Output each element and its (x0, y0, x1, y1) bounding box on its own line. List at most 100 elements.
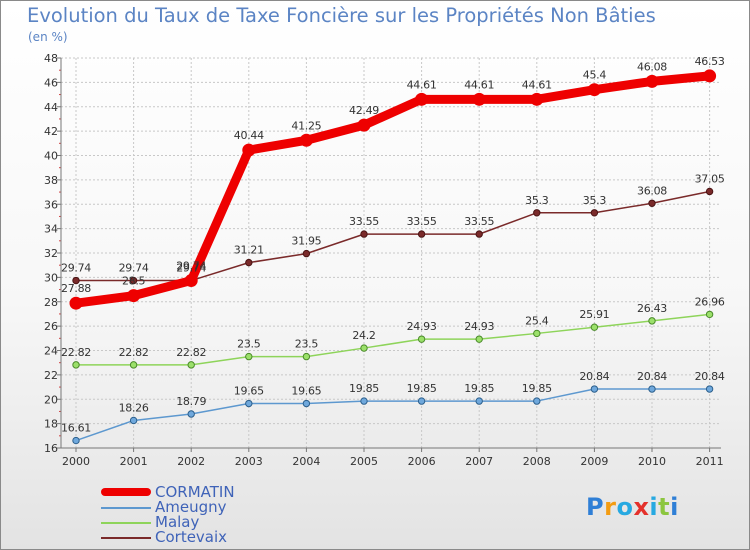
data-label-cormatin: 44.61 (522, 78, 552, 91)
y-tick-label: 16 (44, 442, 58, 455)
proxiti-logo: Proxiti (586, 493, 679, 521)
data-label-malay: 23.5 (237, 338, 261, 351)
data-label-cortevaix: 31.95 (291, 235, 321, 248)
data-point-cortevaix (245, 258, 253, 267)
data-point-cortevaix (302, 249, 311, 258)
data-label-cormatin: 44.61 (407, 78, 437, 91)
data-label-malay: 22.82 (61, 346, 91, 359)
y-tick-labels: 16 18 20 22 24 26 28 30 32 34 36 38 40 42 44 46 48 (44, 52, 58, 455)
data-label-cortevaix: 29.74 (119, 262, 149, 275)
data-point-malay (417, 335, 426, 343)
data-point-cortevaix (590, 209, 599, 217)
data-point-cormatin (357, 118, 371, 132)
data-label-malay: 26.43 (637, 302, 667, 315)
data-label-cormatin: 42.49 (349, 104, 379, 117)
data-label-cortevaix: 33.55 (407, 215, 437, 228)
data-point-malay (360, 344, 368, 352)
chart-title: Evolution du Taux de Taxe Foncière sur l… (27, 4, 656, 27)
logo-letter: r (604, 493, 617, 521)
data-label-malay: 24.93 (407, 320, 437, 333)
y-tick-label: 22 (44, 369, 58, 382)
data-point-cormatin (472, 92, 486, 106)
data-label-cortevaix: 37.05 (695, 172, 725, 185)
data-point-ameugny (705, 385, 714, 393)
x-tick-label: 2005 (350, 455, 378, 468)
legend-label-ameugny: Ameugny (155, 498, 227, 516)
x-tick-label: 2010 (638, 455, 666, 468)
data-label-ameugny: 19.85 (407, 382, 437, 395)
y-tick-label: 18 (44, 418, 58, 431)
x-tick-label: 2008 (523, 455, 551, 468)
data-point-ameugny (129, 416, 138, 425)
logo-letter: i (670, 493, 679, 521)
data-point-cortevaix (705, 187, 714, 196)
data-point-cormatin (127, 289, 141, 303)
data-label-malay: 26.96 (695, 295, 725, 308)
y-tick-label: 24 (44, 345, 58, 358)
data-label-malay: 23.5 (295, 338, 319, 351)
data-point-cormatin (184, 274, 198, 288)
data-label-cormatin: 44.61 (464, 78, 494, 91)
data-point-cortevaix (360, 230, 368, 238)
data-point-cortevaix (533, 209, 541, 217)
data-label-ameugny: 18.26 (119, 401, 149, 414)
data-point-malay (533, 329, 541, 338)
data-label-ameugny: 20.84 (579, 370, 609, 383)
data-point-cormatin (69, 296, 83, 310)
y-tick-label: 28 (44, 296, 58, 309)
y-tick-label: 20 (44, 393, 58, 406)
data-point-cortevaix (648, 199, 656, 207)
data-point-ameugny (533, 397, 541, 405)
data-label-malay: 22.82 (119, 346, 149, 359)
data-label-malay: 25.91 (579, 308, 609, 321)
y-tick-label: 38 (44, 174, 58, 187)
x-tick-label: 2001 (120, 455, 148, 468)
data-label-cortevaix: 35.3 (583, 194, 607, 207)
legend-swatch-ameugny (101, 507, 151, 509)
data-label-malay: 22.82 (176, 346, 206, 359)
y-tick-label: 26 (44, 320, 58, 333)
y-tick-label: 32 (44, 247, 58, 260)
x-tick-labels: 2000 2001 2002 2003 2004 2005 2006 2007 2008 2009… (62, 455, 724, 468)
data-point-ameugny (187, 410, 195, 418)
data-label-ameugny: 20.84 (637, 370, 667, 383)
data-label-cortevaix: 36.08 (637, 184, 667, 197)
data-label-cormatin: 45.4 (583, 69, 607, 82)
logo-letter: t (658, 493, 671, 521)
data-point-cormatin (242, 143, 256, 157)
data-point-ameugny (417, 397, 426, 405)
y-tick-label: 34 (44, 223, 58, 236)
data-label-cortevaix: 33.55 (349, 215, 379, 228)
logo-letter: o (616, 493, 634, 521)
y-tick-label: 42 (44, 125, 58, 138)
data-point-cormatin (530, 92, 544, 106)
data-label-cormatin: 46.08 (637, 60, 667, 73)
data-point-ameugny (648, 385, 656, 393)
series-line-malay (75, 313, 711, 366)
data-label-cormatin: 40.44 (234, 129, 264, 142)
data-point-ameugny (360, 397, 368, 405)
data-label-ameugny: 19.85 (349, 382, 379, 395)
legend-swatch-malay (101, 522, 151, 524)
y-tick-label: 40 (44, 150, 58, 163)
legend-swatch-cormatin (101, 488, 151, 496)
x-tick-label: 2009 (580, 455, 608, 468)
series-line-cormatin (71, 71, 715, 308)
legend-swatch-cortevaix (101, 537, 151, 539)
data-label-ameugny: 16.61 (61, 422, 91, 435)
data-label-cormatin: 46.53 (695, 55, 725, 68)
data-label-cortevaix: 33.55 (464, 215, 494, 228)
y-tick-label: 48 (44, 52, 58, 65)
data-label-ameugny: 19.85 (464, 382, 494, 395)
y-tick-label: 44 (44, 101, 58, 114)
data-point-cortevaix (417, 230, 426, 238)
data-label-malay: 24.2 (352, 329, 375, 342)
data-label-ameugny: 19.65 (234, 385, 264, 398)
legend-label-cortevaix: Cortevaix (155, 528, 228, 546)
data-point-cormatin (645, 74, 659, 88)
legend-label-malay: Malay (155, 513, 200, 531)
logo-letter: P (586, 493, 605, 521)
data-point-cortevaix (475, 230, 483, 238)
